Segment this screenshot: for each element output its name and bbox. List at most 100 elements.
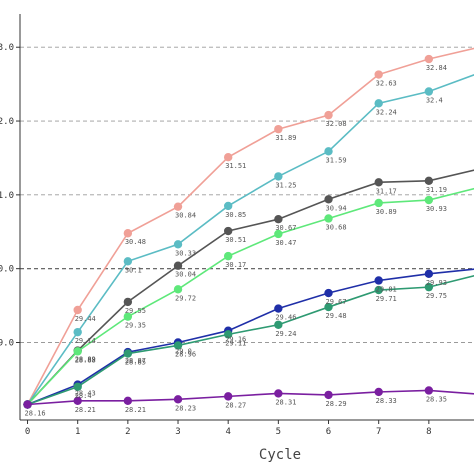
series-point-3: [123, 312, 133, 321]
series-point-0: [73, 305, 82, 315]
series-point-6: [73, 396, 82, 406]
series-line-5: [27, 275, 474, 406]
series-line-6: [27, 389, 474, 406]
series-point-1: [223, 201, 233, 211]
series-point-5: [223, 330, 233, 339]
data-label-0: 32.08: [326, 120, 347, 128]
data-label-1: 30.33: [175, 249, 196, 257]
series-point-4: [374, 276, 383, 285]
x-tick-label: 8: [426, 427, 431, 437]
series-line-0: [26, 47, 474, 405]
data-label-5: 29.48: [326, 312, 347, 320]
data-label-0: 29.44: [75, 315, 96, 323]
series-point-1: [374, 99, 383, 108]
data-label-1: 32.24: [376, 108, 397, 116]
data-label-4: 29.67: [326, 298, 347, 306]
series-point-0: [173, 202, 183, 211]
series-group: [23, 47, 474, 409]
x-tick-label: 3: [175, 427, 180, 437]
series-point-3: [173, 285, 183, 294]
data-label-0: 28.16: [25, 409, 46, 417]
series-point-2: [324, 195, 333, 204]
series-point-1: [324, 147, 333, 156]
data-label-0: 30.48: [125, 238, 146, 246]
data-label-4: 29.81: [376, 285, 397, 293]
x-tick-label: 6: [326, 427, 331, 437]
series-point-5: [374, 285, 383, 295]
data-label-5: 28.4: [75, 392, 92, 400]
data-label-4: 29.16: [225, 336, 246, 344]
series-point-4: [274, 304, 283, 313]
series-point-0: [424, 54, 434, 64]
series-point-0: [123, 229, 133, 238]
data-label-4: 28.43: [75, 390, 96, 398]
series-point-1: [73, 327, 82, 337]
data-label-4: 29.0: [175, 347, 192, 355]
series-point-6: [274, 389, 283, 398]
y-tick-label: 31.0: [0, 191, 14, 201]
data-label-3: 30.68: [326, 223, 347, 231]
series-point-6: [23, 400, 32, 409]
data-label-5: 29.75: [426, 292, 447, 300]
data-label-5: 28.96: [175, 350, 196, 358]
data-label-1: 31.59: [326, 156, 347, 164]
series-point-6: [223, 392, 233, 401]
data-label-2: 30.04: [175, 271, 196, 279]
data-label-1: 29.14: [75, 337, 96, 345]
series-point-5: [424, 282, 434, 292]
series-point-2: [173, 261, 183, 270]
series-point-6: [374, 387, 383, 397]
data-label-2: 31.19: [426, 186, 447, 194]
data-label-2: 30.51: [225, 236, 246, 244]
x-tick-label: 1: [75, 427, 80, 437]
series-point-2: [274, 215, 283, 224]
x-tick-label: 2: [125, 427, 130, 437]
data-label-1: 31.25: [275, 181, 296, 189]
data-label-3: 28.88: [75, 356, 96, 364]
data-label-2: 30.67: [275, 224, 296, 232]
series-point-3: [424, 195, 434, 205]
series-point-6: [324, 390, 333, 400]
data-label-3: 30.93: [426, 205, 447, 213]
data-label-0: 31.89: [275, 134, 296, 142]
data-label-6: 28.23: [175, 404, 196, 412]
data-label-2: 29.55: [125, 307, 146, 315]
y-tick-label: 32.0: [0, 117, 14, 127]
data-label-4: 29.93: [426, 279, 447, 287]
y-tick-label: 33.0: [0, 43, 14, 53]
series-point-6: [173, 395, 183, 404]
series-line-3: [26, 187, 474, 406]
x-axis-title: Cycle: [259, 447, 301, 463]
series-point-5: [324, 302, 333, 312]
data-label-4: 29.46: [275, 314, 296, 322]
series-point-0: [274, 124, 283, 134]
data-label-1: 32.4: [426, 97, 443, 105]
data-label-3: 29.35: [125, 322, 146, 330]
data-label-6: 28.33: [376, 397, 397, 405]
x-tick-label: 5: [276, 427, 281, 437]
data-label-3: 30.89: [376, 208, 397, 216]
data-label-1: 30.1: [125, 266, 142, 274]
x-tick-label: 7: [376, 427, 381, 437]
series-point-2: [223, 226, 233, 236]
x-tick-label: 4: [225, 427, 230, 437]
series-point-3: [73, 347, 82, 356]
data-label-5: 28.85: [125, 359, 146, 367]
series-point-1: [424, 87, 434, 96]
series-point-6: [123, 396, 133, 406]
series-point-5: [123, 349, 133, 358]
data-label-5: 29.11: [225, 339, 246, 347]
axes: 29.0 30.0 31.0 32.0 33.0 0 1 2 3 4 5 6 7 8: [0, 14, 474, 437]
data-label-6: 28.27: [225, 401, 246, 409]
series-point-3: [324, 214, 333, 223]
data-label-2: 31.17: [376, 187, 397, 195]
series-point-5: [274, 320, 283, 329]
data-label-0: 31.51: [225, 162, 246, 170]
series-point-3: [223, 251, 233, 261]
data-label-6: 28.35: [426, 395, 447, 403]
data-label-6: 28.31: [275, 398, 296, 406]
series-point-1: [173, 240, 183, 249]
data-label-3: 30.47: [275, 239, 296, 247]
series-line-4: [27, 268, 474, 406]
